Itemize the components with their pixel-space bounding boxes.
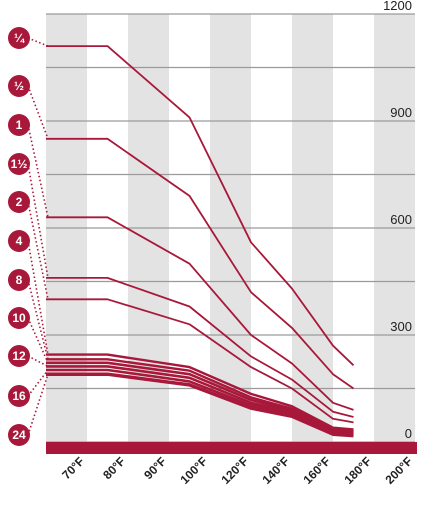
legend-label: 4 xyxy=(16,234,23,248)
series-line xyxy=(46,216,354,411)
legend-label: 12 xyxy=(12,349,26,363)
series-line xyxy=(46,45,355,366)
baseline-bar xyxy=(46,442,417,454)
legend-badge xyxy=(8,191,30,213)
legend-label: ¼ xyxy=(14,31,25,45)
x-tick-label: 100°F xyxy=(177,454,210,487)
series-line xyxy=(46,137,355,390)
y-tick-label: 600 xyxy=(390,212,412,227)
legend-badge xyxy=(8,75,30,97)
legend-connector xyxy=(27,85,49,140)
legend-badge xyxy=(8,114,30,136)
series-line xyxy=(46,298,354,424)
x-tick-label: 160°F xyxy=(300,454,333,487)
y-axis: 0 300 600 900 1200 xyxy=(383,0,412,441)
x-axis: 70°F 80°F 90°F 100°F 120°F 140°F 160°F 180°F 200… xyxy=(59,454,415,487)
y-tick-label: 1200 xyxy=(383,0,412,13)
legend-connector xyxy=(27,201,49,300)
legend-badge xyxy=(8,385,30,407)
legend-badge xyxy=(8,424,30,446)
legend-badge xyxy=(8,230,30,252)
legend-label: 1 xyxy=(16,118,23,132)
x-tick-label: 200°F xyxy=(382,454,415,487)
legend-label: ½ xyxy=(14,79,24,93)
x-tick-label: 120°F xyxy=(218,454,251,487)
y-tick-label: 900 xyxy=(390,105,412,120)
legend-label: 10 xyxy=(12,311,26,325)
legend-label: 16 xyxy=(12,389,26,403)
legend-label: 8 xyxy=(16,273,23,287)
legend-badge xyxy=(8,153,30,175)
legend-label: 1½ xyxy=(11,157,28,171)
x-tick-label: 80°F xyxy=(100,454,128,482)
legend-connector xyxy=(27,373,49,436)
x-tick-label: 140°F xyxy=(259,454,292,487)
series-line xyxy=(46,276,354,418)
legend-connector xyxy=(27,163,49,279)
series-line xyxy=(46,372,354,438)
y-tick-label: 0 xyxy=(405,426,412,441)
legend-connector xyxy=(27,369,49,397)
legend-connectors xyxy=(27,37,49,436)
legend-connector xyxy=(27,317,49,364)
legend-label: 2 xyxy=(16,195,23,209)
legend-connector xyxy=(27,37,49,47)
legend-badge xyxy=(8,269,30,291)
legend-badge xyxy=(8,345,30,367)
legend-badge xyxy=(8,307,30,329)
y-tick-label: 300 xyxy=(390,319,412,334)
x-tick-label: 70°F xyxy=(59,454,87,482)
x-tick-label: 180°F xyxy=(341,454,374,487)
legend-connector xyxy=(27,355,49,368)
legend-connector xyxy=(27,279,49,360)
x-tick-label: 90°F xyxy=(141,454,169,482)
legend-label: 24 xyxy=(12,428,26,442)
series-lines xyxy=(46,45,355,438)
legend-connector xyxy=(27,124,49,218)
legend-badge xyxy=(8,27,30,49)
series-line xyxy=(46,353,354,431)
legend-connector xyxy=(27,240,49,355)
